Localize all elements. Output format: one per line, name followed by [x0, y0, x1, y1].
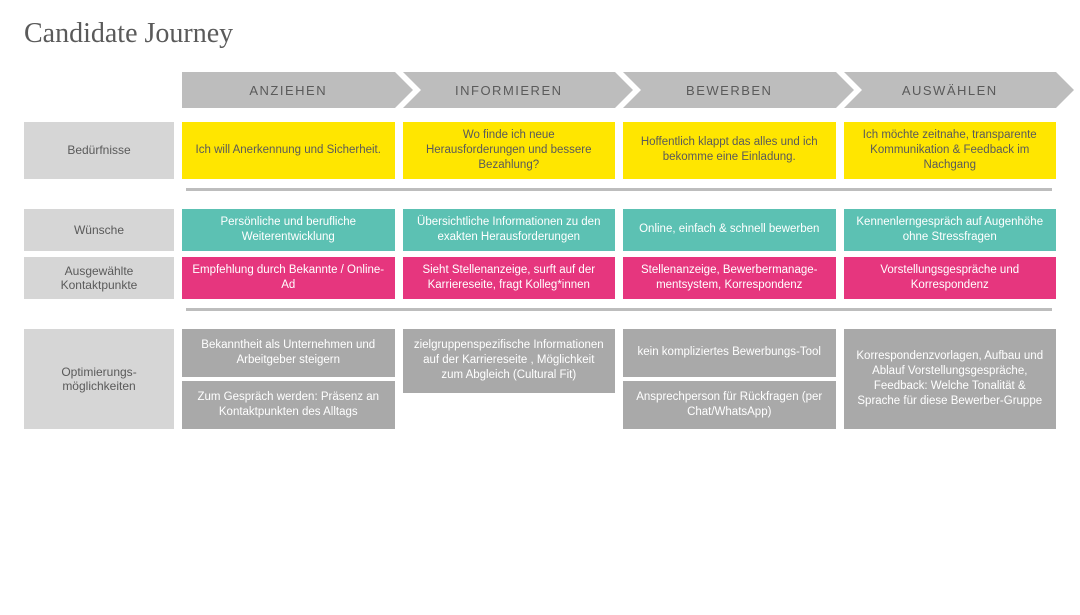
cell-opt-2-0: kein kompliziertes Bewerbungs-Tool [623, 329, 836, 377]
divider-2 [182, 305, 1056, 315]
cell-opt-0-1: Zum Gespräch werden: Präsenz an Kontaktp… [182, 381, 395, 429]
stage-bewerben: BEWERBEN [623, 72, 836, 108]
row-label-kontaktpunkte: Ausgewählte Kontaktpunkte [24, 257, 174, 299]
cell-beduerfnisse-3: Ich möchte zeitnahe, transparente Kommun… [844, 122, 1057, 179]
opt-col-0: Bekanntheit als Unternehmen und Arbeitge… [182, 329, 395, 429]
cell-beduerfnisse-0: Ich will Anerkennung und Sicherheit. [182, 122, 395, 179]
cell-opt-2-1: Ansprechperson für Rückfragen (per Chat/… [623, 381, 836, 429]
row-label-beduerfnisse: Bedürfnisse [24, 122, 174, 179]
stage-informieren: INFORMIEREN [403, 72, 616, 108]
cell-opt-0-0: Bekanntheit als Unternehmen und Arbeitge… [182, 329, 395, 377]
cell-wuensche-3: Kennenlerngespräch auf Augenhöhe ohne St… [844, 209, 1057, 251]
page-title: Candidate Journey [24, 18, 1056, 50]
cell-wuensche-1: Übersichtliche Informationen zu den exak… [403, 209, 616, 251]
cell-kontaktpunkte-0: Empfehlung durch Bekannte / Online-Ad [182, 257, 395, 299]
cell-kontaktpunkte-3: Vorstellungsgespräche und Korrespondenz [844, 257, 1057, 299]
cell-beduerfnisse-1: Wo finde ich neue Herausforderungen und … [403, 122, 616, 179]
cell-opt-1-0: zielgruppenspezifische Informationen auf… [403, 329, 616, 393]
opt-col-1: zielgruppenspezifische Informationen auf… [403, 329, 616, 429]
divider-1 [182, 185, 1056, 195]
cell-kontaktpunkte-2: Stellenanzeige, Bewerbermanage­mentsyste… [623, 257, 836, 299]
journey-grid: ANZIEHEN INFORMIEREN BEWERBEN AUSWÄHLEN … [24, 72, 1056, 429]
opt-col-2: kein kompliziertes Bewerbungs-Tool Anspr… [623, 329, 836, 429]
cell-wuensche-2: Online, einfach & schnell bewerben [623, 209, 836, 251]
cell-wuensche-0: Persönliche und berufliche Weiterentwick… [182, 209, 395, 251]
opt-col-3: Korrespondenzvorlagen, Aufbau und Ablauf… [844, 329, 1057, 429]
cell-opt-3-0: Korrespondenzvorlagen, Aufbau und Ablauf… [844, 329, 1057, 429]
stage-anziehen: ANZIEHEN [182, 72, 395, 108]
stage-auswaehlen: AUSWÄHLEN [844, 72, 1057, 108]
cell-kontaktpunkte-1: Sieht Stellenanzeige, surft auf der Karr… [403, 257, 616, 299]
row-label-wuensche: Wünsche [24, 209, 174, 251]
cell-beduerfnisse-2: Hoffentlich klappt das alles und ich bek… [623, 122, 836, 179]
row-label-optimierung: Optimierungs­möglichkeiten [24, 329, 174, 429]
